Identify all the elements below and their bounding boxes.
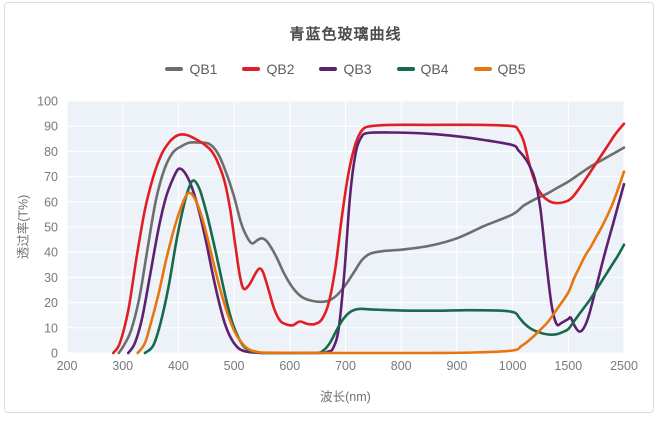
x-tick-label: 600 (279, 359, 300, 373)
x-tick-label: 800 (391, 359, 412, 373)
x-tick-label: 300 (112, 359, 133, 373)
legend-label: QB3 (343, 61, 372, 77)
y-tick-label: 50 (44, 221, 58, 235)
x-tick-label: 700 (335, 359, 356, 373)
x-tick-label: 1000 (499, 359, 527, 373)
y-tick-label: 70 (44, 170, 58, 184)
legend-item-QB1[interactable]: QB1 (165, 61, 217, 77)
legend-label: QB5 (497, 61, 526, 77)
legend-item-QB3[interactable]: QB3 (319, 61, 372, 77)
series-line-QB4 (143, 179, 626, 355)
legend-dash-icon (242, 67, 261, 71)
x-tick-label: 900 (446, 359, 467, 373)
y-tick-label: 90 (44, 120, 58, 134)
x-tick-label: 400 (168, 359, 189, 373)
x-tick-label: 1500 (554, 359, 582, 373)
legend-dash-icon (473, 67, 492, 71)
x-tick-label: 2500 (610, 359, 638, 373)
y-tick-label: 30 (44, 271, 58, 285)
legend-dash-icon (165, 67, 184, 71)
y-tick-label: 40 (44, 246, 58, 260)
y-axis-name: 透过率(T%) (16, 194, 31, 260)
legend-item-QB4[interactable]: QB4 (396, 61, 449, 77)
legend-label: QB2 (266, 61, 295, 77)
y-tick-label: 10 (44, 321, 58, 335)
legend-dash-icon (396, 67, 415, 71)
y-tick-label: 60 (44, 195, 58, 209)
series-line-QB5 (136, 170, 626, 355)
legend-label: QB4 (420, 61, 449, 77)
legend-label: QB1 (189, 61, 218, 77)
y-tick-label: 20 (44, 296, 58, 310)
x-tick-label: 200 (57, 359, 78, 373)
chart-title: 青蓝色玻璃曲线 (289, 26, 402, 43)
x-tick-label: 500 (224, 359, 245, 373)
legend-dash-icon (319, 67, 338, 71)
legend-item-QB2[interactable]: QB2 (242, 61, 294, 77)
y-tick-label: 100 (37, 95, 58, 109)
y-tick-label: 80 (44, 145, 58, 159)
legend-item-QB5[interactable]: QB5 (473, 61, 526, 77)
series-line-QB2 (111, 122, 626, 355)
legend: QB1 QB2 QB3 QB4 QB5 (67, 61, 624, 77)
x-axis-name: 波长(nm) (320, 390, 371, 404)
y-tick-label: 0 (51, 347, 58, 361)
series-line-QB1 (117, 140, 626, 355)
